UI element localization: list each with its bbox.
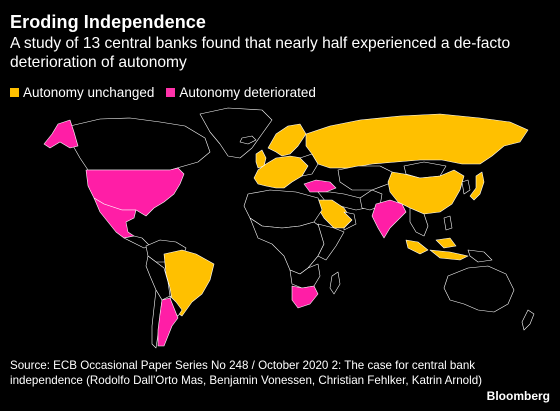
alaska xyxy=(43,119,79,149)
canada xyxy=(69,117,211,171)
legend-swatch-deteriorated xyxy=(166,87,176,97)
india xyxy=(371,199,407,239)
south-africa xyxy=(291,285,319,309)
southern-africa xyxy=(289,263,321,289)
world-map xyxy=(43,107,535,349)
australia xyxy=(443,265,515,313)
turkey xyxy=(303,179,337,193)
central-asia xyxy=(337,165,393,191)
legend-label-unchanged: Autonomy unchanged xyxy=(23,84,155,100)
legend-item-deteriorated: Autonomy deteriorated xyxy=(166,85,316,100)
legend-item-unchanged: Autonomy unchanged xyxy=(10,85,154,100)
madagascar xyxy=(329,271,341,295)
arabian-south xyxy=(343,211,357,231)
argentina xyxy=(157,297,179,347)
southeast-asia xyxy=(409,207,429,237)
legend-swatch-unchanged xyxy=(10,87,19,97)
legend-label-deteriorated: Autonomy deteriorated xyxy=(179,84,316,100)
indonesia xyxy=(405,237,469,261)
euro-area xyxy=(253,155,309,189)
bloomberg-logo: Bloomberg xyxy=(486,389,550,403)
iceland xyxy=(239,135,257,145)
scandinavia xyxy=(267,123,307,157)
western-south-america xyxy=(145,255,171,301)
new-zealand xyxy=(521,309,535,331)
greenland xyxy=(199,107,273,159)
source-note: Source: ECB Occasional Paper Series No 2… xyxy=(10,359,483,387)
legend: Autonomy unchanged Autonomy deteriorated xyxy=(10,84,328,100)
mexico xyxy=(93,197,137,239)
brazil xyxy=(163,249,215,317)
japan xyxy=(469,171,485,201)
chart-subtitle: A study of 13 central banks found that n… xyxy=(10,35,511,71)
chart-title: Eroding Independence xyxy=(10,12,207,32)
papua xyxy=(467,249,493,263)
china xyxy=(387,169,465,215)
philippines xyxy=(443,215,453,231)
russia xyxy=(305,113,529,169)
korea xyxy=(461,179,471,195)
east-africa xyxy=(317,223,345,261)
